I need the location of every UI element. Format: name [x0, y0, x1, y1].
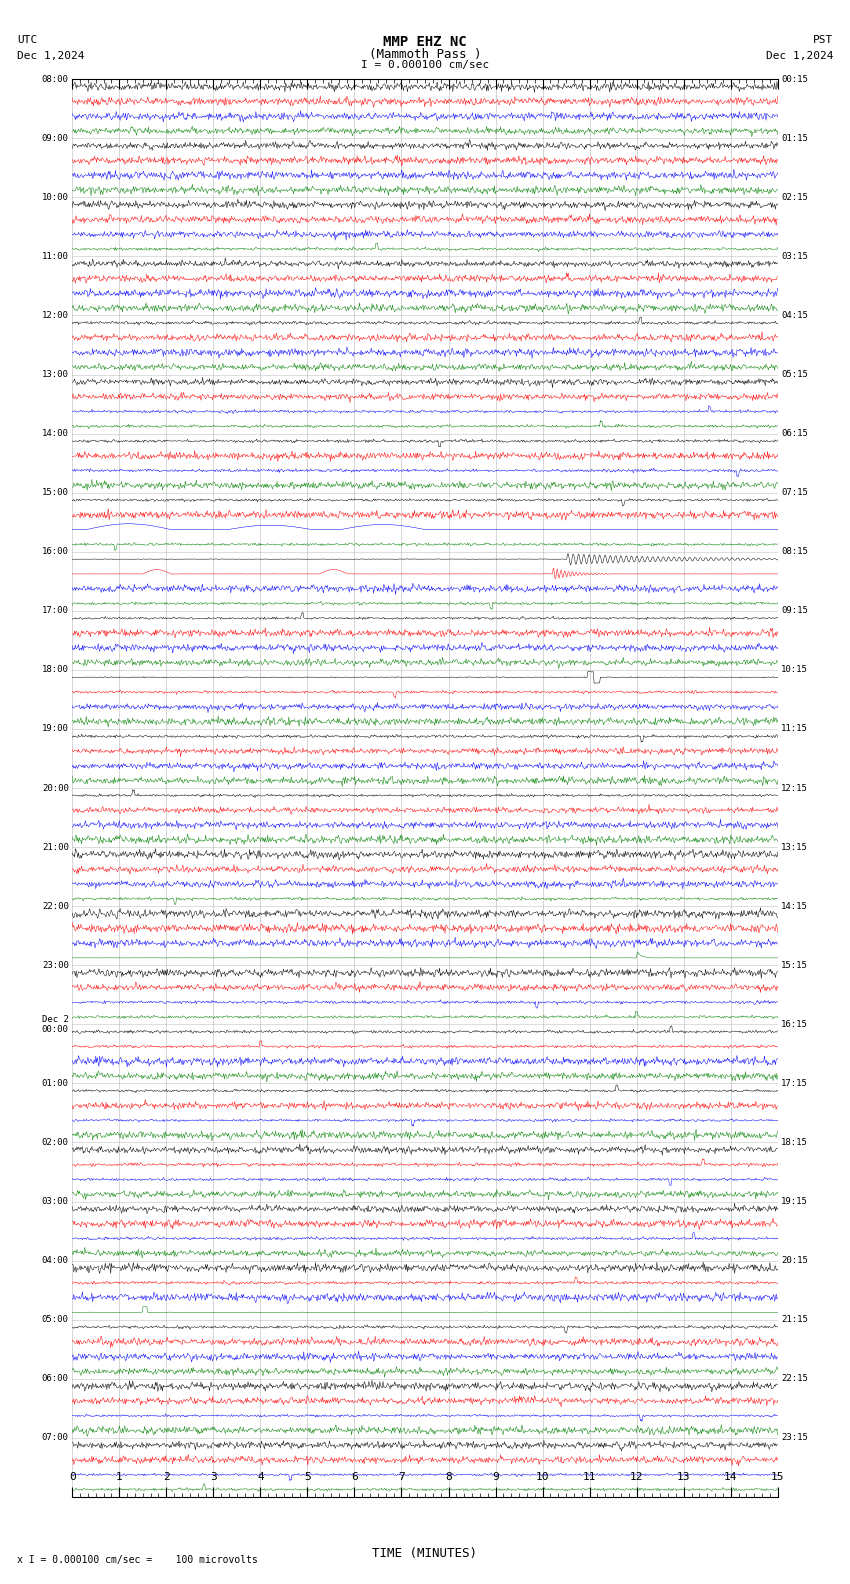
Text: 07:15: 07:15: [781, 488, 808, 497]
Text: 20:00: 20:00: [42, 784, 69, 792]
Text: 07:00: 07:00: [42, 1434, 69, 1443]
Text: 02:00: 02:00: [42, 1137, 69, 1147]
Text: 20:15: 20:15: [781, 1256, 808, 1266]
Text: 10:00: 10:00: [42, 193, 69, 201]
Text: 02:15: 02:15: [781, 193, 808, 201]
Text: 13:00: 13:00: [42, 371, 69, 379]
Text: 05:00: 05:00: [42, 1315, 69, 1324]
Text: x I = 0.000100 cm/sec =    100 microvolts: x I = 0.000100 cm/sec = 100 microvolts: [17, 1555, 258, 1565]
Text: 04:00: 04:00: [42, 1256, 69, 1266]
Text: 09:15: 09:15: [781, 607, 808, 615]
Text: 18:00: 18:00: [42, 665, 69, 675]
Text: 09:00: 09:00: [42, 133, 69, 143]
Text: Dec 2
00:00: Dec 2 00:00: [42, 1015, 69, 1034]
Text: 16:15: 16:15: [781, 1020, 808, 1030]
Text: 15:15: 15:15: [781, 961, 808, 969]
Text: 21:00: 21:00: [42, 843, 69, 852]
Text: 14:15: 14:15: [781, 901, 808, 911]
Text: 17:15: 17:15: [781, 1079, 808, 1088]
Text: MMP EHZ NC: MMP EHZ NC: [383, 35, 467, 49]
Text: 06:00: 06:00: [42, 1375, 69, 1383]
Text: 00:15: 00:15: [781, 74, 808, 84]
Text: 11:15: 11:15: [781, 724, 808, 733]
Text: 05:15: 05:15: [781, 371, 808, 379]
Text: 16:00: 16:00: [42, 546, 69, 556]
Text: Dec 1,2024: Dec 1,2024: [766, 51, 833, 60]
Text: I = 0.000100 cm/sec: I = 0.000100 cm/sec: [361, 60, 489, 70]
Text: 03:00: 03:00: [42, 1198, 69, 1205]
Text: 01:00: 01:00: [42, 1079, 69, 1088]
Text: 18:15: 18:15: [781, 1137, 808, 1147]
Text: 12:15: 12:15: [781, 784, 808, 792]
Text: 08:15: 08:15: [781, 546, 808, 556]
Text: 12:00: 12:00: [42, 310, 69, 320]
Text: 22:15: 22:15: [781, 1375, 808, 1383]
Text: 17:00: 17:00: [42, 607, 69, 615]
Text: 04:15: 04:15: [781, 310, 808, 320]
Text: 23:15: 23:15: [781, 1434, 808, 1443]
Text: 08:00: 08:00: [42, 74, 69, 84]
Text: 23:00: 23:00: [42, 961, 69, 969]
Text: 14:00: 14:00: [42, 429, 69, 439]
Text: 15:00: 15:00: [42, 488, 69, 497]
Text: 01:15: 01:15: [781, 133, 808, 143]
Text: 06:15: 06:15: [781, 429, 808, 439]
Text: UTC: UTC: [17, 35, 37, 44]
Text: 13:15: 13:15: [781, 843, 808, 852]
Text: 10:15: 10:15: [781, 665, 808, 675]
Text: PST: PST: [813, 35, 833, 44]
Text: 22:00: 22:00: [42, 901, 69, 911]
Text: 19:00: 19:00: [42, 724, 69, 733]
Text: 19:15: 19:15: [781, 1198, 808, 1205]
Text: 21:15: 21:15: [781, 1315, 808, 1324]
Text: (Mammoth Pass ): (Mammoth Pass ): [369, 48, 481, 60]
Text: 03:15: 03:15: [781, 252, 808, 261]
Text: 11:00: 11:00: [42, 252, 69, 261]
Text: TIME (MINUTES): TIME (MINUTES): [372, 1546, 478, 1560]
Text: Dec 1,2024: Dec 1,2024: [17, 51, 84, 60]
